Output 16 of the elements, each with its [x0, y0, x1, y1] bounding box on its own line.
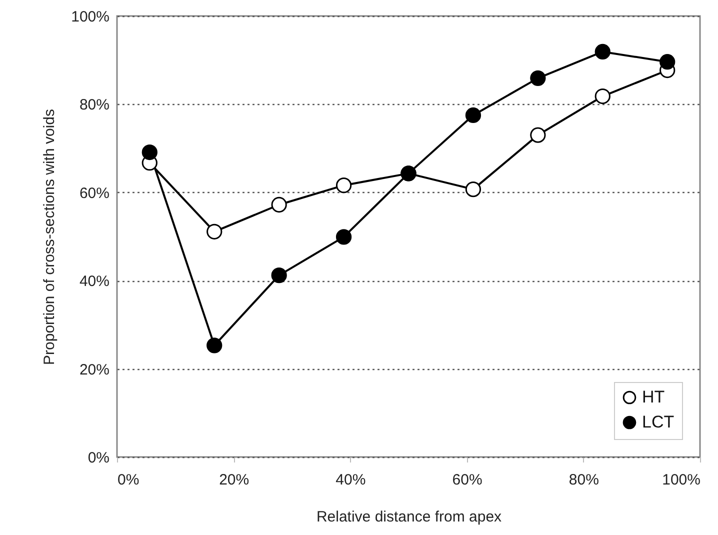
- x-axis-title: Relative distance from apex: [316, 508, 502, 526]
- x-tick-label: 40%: [336, 472, 366, 488]
- x-tick-label: 80%: [568, 472, 599, 488]
- x-tick-label: 20%: [219, 472, 250, 488]
- legend-label: HT: [642, 388, 665, 406]
- y-tick-label: 20%: [79, 361, 110, 378]
- y-tick-label: 80%: [79, 96, 110, 114]
- y-axis-title: Proportion of cross-sections with voids: [41, 109, 58, 365]
- x-tick-label: 60%: [452, 472, 482, 488]
- x-tick-label: 0%: [118, 472, 140, 488]
- legend-label: LCT: [642, 412, 674, 432]
- y-tick-label: 0%: [88, 450, 110, 466]
- y-tick-label: 40%: [79, 273, 110, 290]
- y-tick-label: 100%: [71, 8, 110, 26]
- y-tick-label: 60%: [79, 184, 110, 202]
- x-tick-label: 100%: [662, 472, 700, 488]
